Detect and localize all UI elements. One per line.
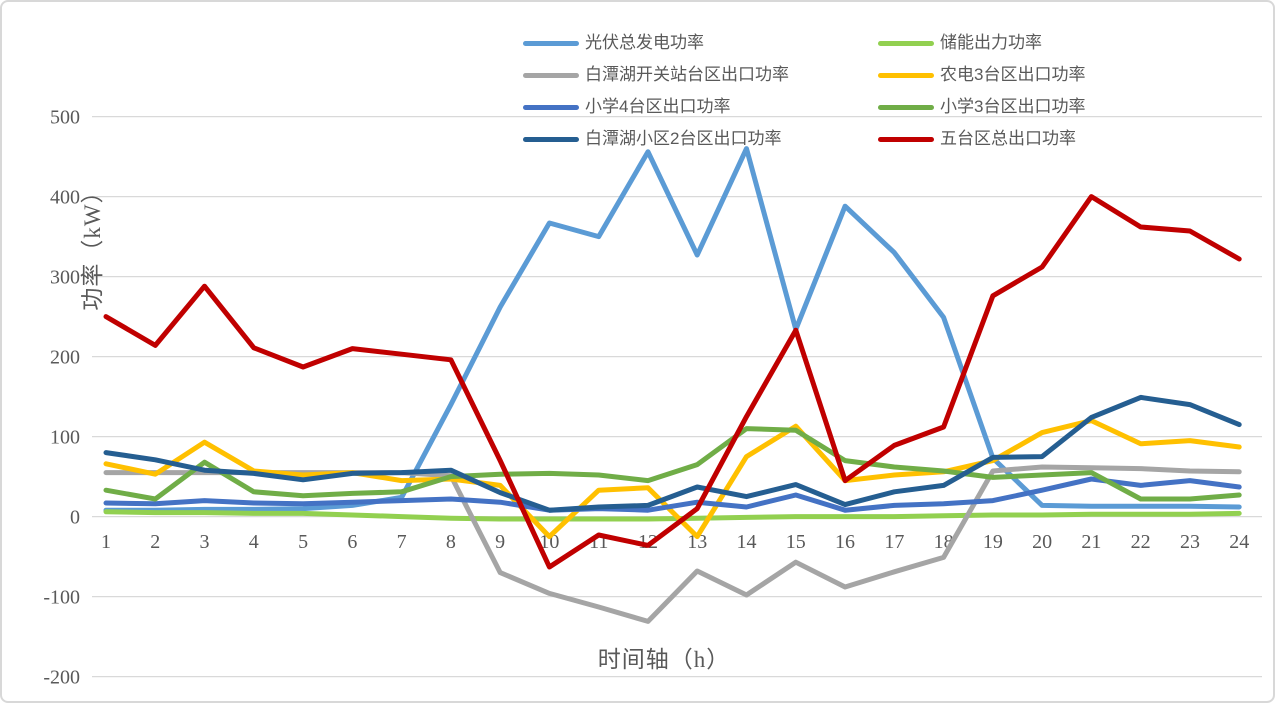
series-line-xiaoxue-3 xyxy=(103,426,1242,502)
series-line-xiaoqu-2 xyxy=(103,394,1242,513)
y-tick-label: 400 xyxy=(50,187,80,209)
x-tick-label: 14 xyxy=(737,531,757,553)
y-tick-label: 300 xyxy=(50,267,80,289)
x-tick-label: 23 xyxy=(1180,531,1200,553)
series-line-storage xyxy=(103,509,1242,522)
x-tick-label: 2 xyxy=(150,531,160,553)
x-axis-title: 时间轴（h） xyxy=(597,647,731,672)
x-tick-label: 22 xyxy=(1131,531,1151,553)
y-axis-tick-labels: -200 -100 0 100 200 300 400 500 xyxy=(43,107,80,689)
x-tick-label: 3 xyxy=(200,531,210,553)
series-line-five-total xyxy=(103,194,1242,570)
x-tick-label: 6 xyxy=(347,531,357,553)
y-tick-label: -100 xyxy=(43,587,80,609)
y-axis-title: 功率（kW） xyxy=(80,179,105,311)
x-tick-label: 16 xyxy=(835,531,855,553)
x-tick-label: 7 xyxy=(397,531,407,553)
series-line-pv-total xyxy=(103,146,1242,513)
x-tick-label: 20 xyxy=(1032,531,1052,553)
x-tick-label: 17 xyxy=(884,531,904,553)
y-tick-label: 100 xyxy=(50,427,80,449)
y-tick-label: 500 xyxy=(50,107,80,129)
x-tick-label: 12 xyxy=(638,531,658,553)
y-tick-label: 200 xyxy=(50,347,80,369)
x-tick-label: 10 xyxy=(539,531,559,553)
series-line-nongdian-3 xyxy=(103,418,1242,540)
x-tick-label: 15 xyxy=(786,531,806,553)
x-tick-label: 13 xyxy=(687,531,707,553)
x-tick-label: 4 xyxy=(249,531,259,553)
x-tick-label: 1 xyxy=(101,531,111,553)
x-tick-label: 9 xyxy=(495,531,505,553)
series-line-xiaoxue-4 xyxy=(103,476,1242,513)
y-tick-label: -200 xyxy=(43,667,80,689)
x-axis-tick-labels: 1 2 3 4 5 6 7 8 9 10 11 12 13 14 15 16 17 18 19 20 21 22 23 24 xyxy=(101,531,1249,553)
x-tick-label: 19 xyxy=(983,531,1003,553)
x-tick-label: 8 xyxy=(446,531,456,553)
x-tick-label: 21 xyxy=(1081,531,1101,553)
series-line-switch-station xyxy=(103,464,1242,624)
y-tick-label: 0 xyxy=(70,507,80,529)
x-tick-label: 5 xyxy=(298,531,308,553)
series-lines xyxy=(103,146,1242,624)
x-tick-label: 24 xyxy=(1229,531,1249,553)
